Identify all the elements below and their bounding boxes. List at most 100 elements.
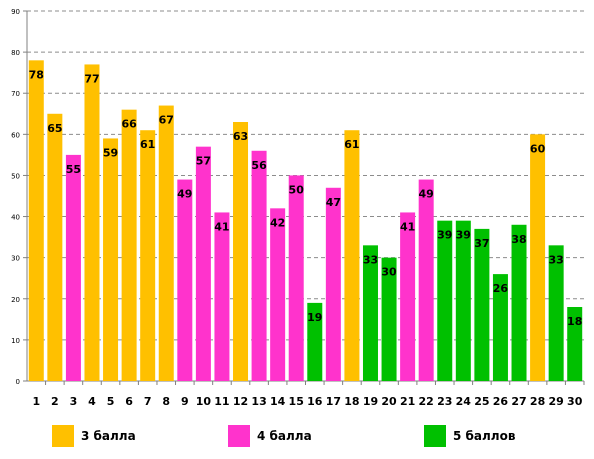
x-tick-label: 25: [474, 395, 489, 408]
x-tick-label: 4: [88, 395, 96, 408]
x-tick-label: 14: [270, 395, 286, 408]
gridlines: [27, 10, 584, 341]
legend-item-5-points: 5 баллов: [424, 424, 515, 448]
y-tick-label: 60: [11, 131, 20, 139]
y-axis-tick-labels: 0 10 20 30 40 50 60 70 80 90: [11, 8, 20, 386]
legend-label: 5 баллов: [453, 429, 516, 443]
bar: [288, 175, 304, 381]
bar: [158, 105, 174, 382]
bar: [28, 60, 44, 381]
bar: [270, 208, 286, 381]
bar: [362, 245, 378, 381]
y-tick-label: 0: [16, 378, 20, 386]
bar-value-label: 49: [419, 188, 434, 201]
bar-value-label: 30: [381, 266, 397, 279]
bar: [47, 113, 63, 382]
y-tick-label: 30: [11, 255, 20, 263]
bar-value-label: 61: [344, 138, 359, 151]
legend-swatch: [52, 425, 74, 447]
bar-value-label: 37: [474, 237, 489, 250]
bar-value-label: 57: [196, 155, 211, 168]
bar: [567, 307, 583, 381]
x-tick-label: 13: [251, 395, 266, 408]
y-tick-label: 10: [11, 337, 20, 345]
bar-value-label: 65: [47, 122, 62, 135]
bar-value-label: 39: [437, 229, 452, 242]
x-tick-label: 7: [144, 395, 152, 408]
bar: [214, 212, 230, 381]
bar: [84, 64, 100, 381]
bar: [437, 220, 453, 381]
x-tick-label: 2: [51, 395, 59, 408]
y-tick-label: 90: [11, 8, 20, 16]
x-tick-label: 20: [381, 395, 397, 408]
bar-value-label: 50: [289, 183, 305, 196]
bar-value-label: 33: [548, 253, 563, 266]
bar-value-label: 19: [307, 311, 322, 324]
legend-swatch: [424, 425, 446, 447]
y-tick-label: 50: [11, 172, 20, 180]
bar-value-label: 78: [29, 68, 44, 81]
bar: [548, 245, 564, 381]
x-tick-label: 10: [196, 395, 212, 408]
bar-value-label: 33: [363, 253, 378, 266]
bar: [325, 187, 341, 381]
bar-value-label: 61: [140, 138, 155, 151]
bar-value-label: 49: [177, 188, 192, 201]
bar: [381, 257, 397, 381]
x-tick-label: 5: [107, 395, 115, 408]
y-tick-label: 20: [11, 296, 20, 304]
bar: [121, 109, 137, 382]
x-tick-label: 11: [214, 395, 229, 408]
y-tick-label: 80: [11, 49, 20, 57]
bar: [492, 274, 508, 381]
x-tick-label: 18: [344, 395, 359, 408]
bar: [307, 302, 323, 381]
x-tick-label: 19: [363, 395, 378, 408]
x-tick-label: 24: [456, 395, 472, 408]
bar-value-label: 56: [251, 159, 267, 172]
bar: [195, 146, 211, 381]
bar: [511, 224, 527, 381]
x-tick-label: 3: [70, 395, 78, 408]
x-tick-label: 16: [307, 395, 323, 408]
bar: [400, 212, 416, 381]
bar: [103, 138, 119, 381]
bar: [177, 179, 193, 381]
bar-value-label: 26: [493, 282, 509, 295]
x-axis-tick-labels: 1 2 3 4 5 6 7 8 9 10 11 12 13 14 15 16 17 18 19 20 21 22 23 24 2…: [32, 395, 582, 408]
axes: [23, 10, 585, 385]
bar: [418, 179, 434, 381]
x-tick-label: 9: [181, 395, 189, 408]
x-tick-label: 30: [567, 395, 583, 408]
x-tick-label: 22: [419, 395, 434, 408]
legend-swatch: [228, 425, 250, 447]
x-tick-label: 29: [548, 395, 563, 408]
x-tick-label: 12: [233, 395, 248, 408]
x-tick-label: 28: [530, 395, 545, 408]
bar-value-label: 41: [400, 220, 415, 233]
bar-value-label: 41: [214, 220, 229, 233]
legend-item-3-points: 3 балла: [52, 424, 136, 448]
x-tick-label: 6: [125, 395, 133, 408]
x-tick-label: 27: [511, 395, 526, 408]
bar-value-label: 38: [511, 233, 526, 246]
bar: [344, 130, 360, 381]
bar: [251, 150, 267, 381]
bar-value-label: 60: [530, 142, 546, 155]
bar-value-label: 42: [270, 216, 285, 229]
x-tick-label: 17: [326, 395, 341, 408]
x-tick-label: 21: [400, 395, 415, 408]
bar: [455, 220, 471, 381]
bar-value-label: 63: [233, 130, 248, 143]
x-tick-label: 23: [437, 395, 452, 408]
x-tick-label: 26: [493, 395, 509, 408]
legend-label: 4 балла: [257, 429, 312, 443]
bar: [474, 228, 490, 381]
legend-item-4-points: 4 балла: [228, 424, 312, 448]
y-tick-label: 40: [11, 214, 20, 222]
bar-value-label: 67: [159, 114, 174, 127]
legend-label: 3 балла: [81, 429, 136, 443]
x-tick-label: 15: [289, 395, 304, 408]
x-tick-label: 8: [162, 395, 170, 408]
